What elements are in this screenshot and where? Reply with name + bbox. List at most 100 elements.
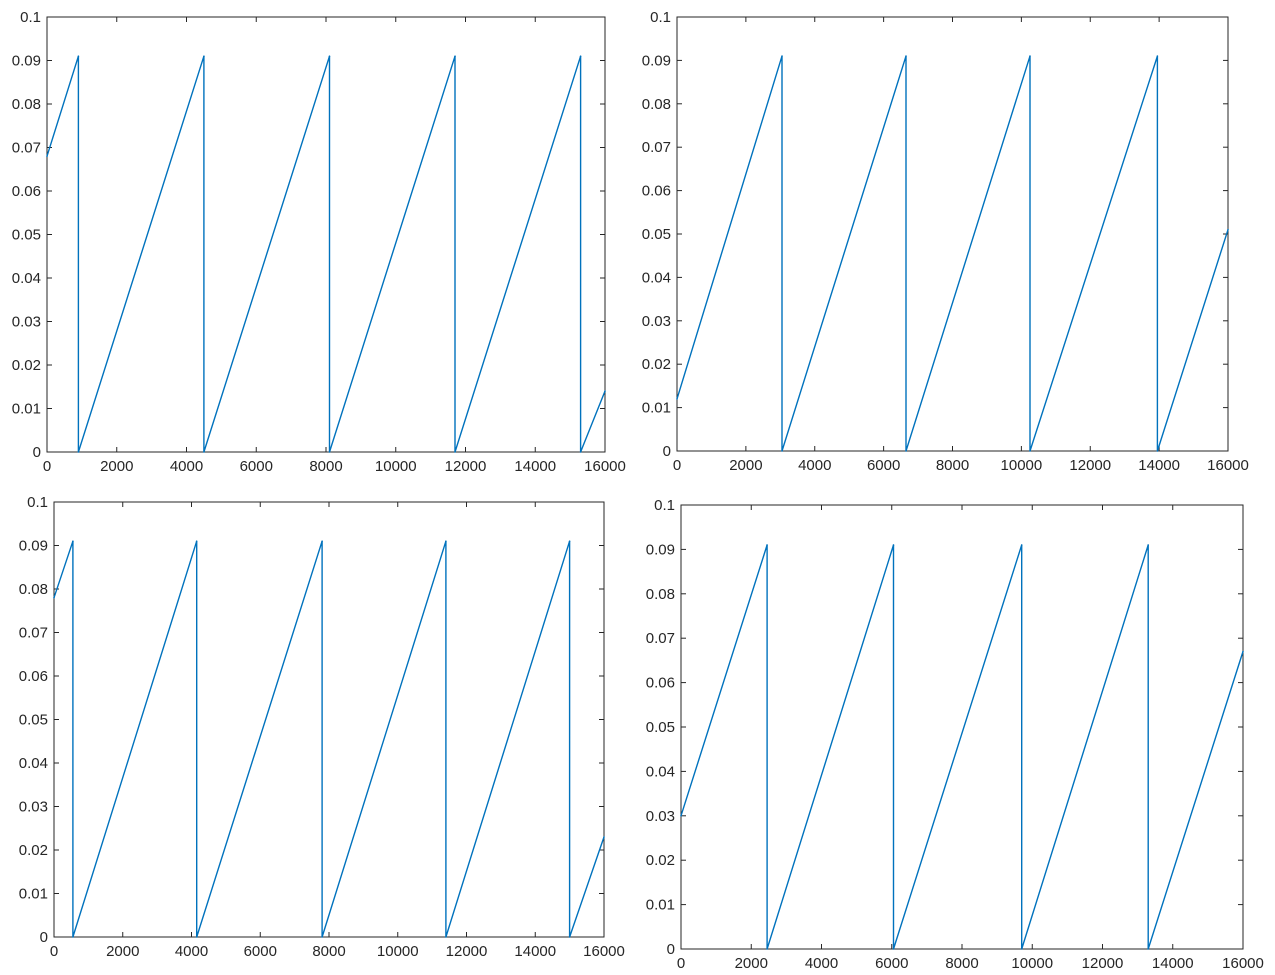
y-tick-label: 0.08 [19, 581, 48, 598]
data-point [1020, 948, 1023, 950]
data-point [195, 540, 198, 542]
axes-box [46, 16, 606, 453]
x-tick-label: 12000 [446, 943, 488, 960]
x-tick-label: 0 [43, 458, 51, 475]
data-point [321, 540, 323, 542]
y-tick-label: 0 [663, 443, 671, 460]
y-tick-label: 0.03 [19, 799, 48, 816]
x-tick-label: 16000 [1207, 457, 1249, 474]
data-point [905, 55, 907, 57]
axes-box [53, 501, 605, 938]
y-tick-label: 0.06 [642, 183, 671, 200]
data-point [445, 540, 447, 542]
data-point [568, 936, 571, 938]
data-point [454, 451, 456, 453]
chart-panel-top-right: 0 2000 4000 6000 8000 10000 12000 14000 16000 0 0.… [642, 9, 1249, 474]
x-tick-label: 2000 [106, 943, 139, 960]
x-tick-label: 4000 [170, 458, 203, 475]
x-tick-label: 10000 [377, 943, 419, 960]
y-tick-label: 0.1 [27, 494, 48, 511]
y-tick-label: 0.04 [19, 755, 48, 772]
x-tick-label: 2000 [729, 457, 762, 474]
data-point [579, 55, 582, 57]
data-point [203, 55, 205, 57]
x-tick-label: 10000 [1011, 955, 1053, 972]
y-tick-label: 0.1 [650, 9, 671, 26]
data-point [1029, 55, 1031, 57]
y-tick-label: 0.02 [12, 357, 41, 374]
data-point [1020, 544, 1023, 546]
data-point [1029, 450, 1031, 452]
x-tick-label: 10000 [1001, 457, 1043, 474]
y-tick-label: 0.05 [12, 227, 41, 244]
data-point [1147, 544, 1149, 546]
x-tick-label: 8000 [312, 943, 345, 960]
x-tick-label: 16000 [583, 943, 625, 960]
x-tick-label: 8000 [945, 955, 978, 972]
data-point [77, 451, 80, 453]
data-point [1147, 948, 1149, 950]
data-point [781, 450, 783, 452]
x-tick-label: 4000 [175, 943, 208, 960]
y-tick-label: 0.04 [12, 270, 41, 287]
data-point [579, 451, 582, 453]
data-point [321, 936, 323, 938]
data-point [604, 390, 606, 392]
y-tick-label: 0.03 [646, 808, 675, 825]
data-point [1242, 650, 1244, 653]
data-point [603, 836, 605, 838]
data-point [680, 815, 682, 817]
y-tick-label: 0.09 [12, 53, 41, 70]
data-point [77, 55, 80, 57]
y-tick-label: 0.02 [646, 852, 675, 869]
y-tick-label: 0.07 [642, 139, 671, 156]
y-tick-label: 0.1 [654, 497, 675, 514]
y-tick-label: 0.07 [646, 630, 675, 647]
y-tick-label: 0.05 [19, 712, 48, 729]
x-tick-label: 6000 [867, 457, 900, 474]
y-tick-label: 0.08 [12, 96, 41, 113]
chart-panel-top-left: 0 2000 4000 6000 8000 10000 12000 14000 16000 0 0.… [12, 9, 626, 475]
y-tick-label: 0.05 [646, 719, 675, 736]
data-point [72, 540, 74, 542]
x-tick-label: 16000 [584, 458, 626, 475]
x-tick-label: 12000 [1069, 457, 1111, 474]
y-tick-label: 0.08 [642, 96, 671, 113]
data-point [892, 544, 895, 546]
x-tick-label: 12000 [445, 458, 487, 475]
data-point [454, 55, 456, 57]
x-tick-label: 10000 [375, 458, 417, 475]
data-point [1156, 450, 1159, 452]
y-tick-label: 0.09 [646, 541, 675, 558]
y-tick-label: 0.01 [19, 886, 48, 903]
y-tick-label: 0.09 [19, 538, 48, 555]
data-point [676, 398, 678, 400]
data-point [203, 451, 205, 453]
axes-box [676, 16, 1229, 452]
x-tick-label: 6000 [240, 458, 273, 475]
data-point [1156, 55, 1159, 57]
x-tick-label: 12000 [1082, 955, 1124, 972]
y-tick-label: 0.08 [646, 586, 675, 603]
y-tick-label: 0.1 [20, 9, 41, 26]
x-tick-label: 6000 [244, 943, 277, 960]
data-point [766, 948, 768, 950]
x-tick-label: 2000 [100, 458, 133, 475]
y-tick-label: 0.02 [19, 842, 48, 859]
x-tick-label: 4000 [798, 457, 831, 474]
x-tick-label: 14000 [1152, 955, 1194, 972]
y-tick-label: 0.02 [642, 356, 671, 373]
y-tick-label: 0.04 [642, 269, 671, 286]
y-tick-label: 0.03 [12, 314, 41, 331]
x-tick-label: 0 [677, 955, 685, 972]
data-point [1227, 228, 1229, 231]
data-point [568, 540, 571, 542]
data-point [328, 55, 331, 57]
y-tick-label: 0.05 [642, 226, 671, 243]
y-tick-label: 0 [40, 929, 48, 946]
x-tick-label: 6000 [875, 955, 908, 972]
y-tick-label: 0.01 [646, 897, 675, 914]
axes-box [680, 504, 1244, 950]
y-tick-label: 0 [667, 941, 675, 958]
y-tick-label: 0.06 [12, 183, 41, 200]
